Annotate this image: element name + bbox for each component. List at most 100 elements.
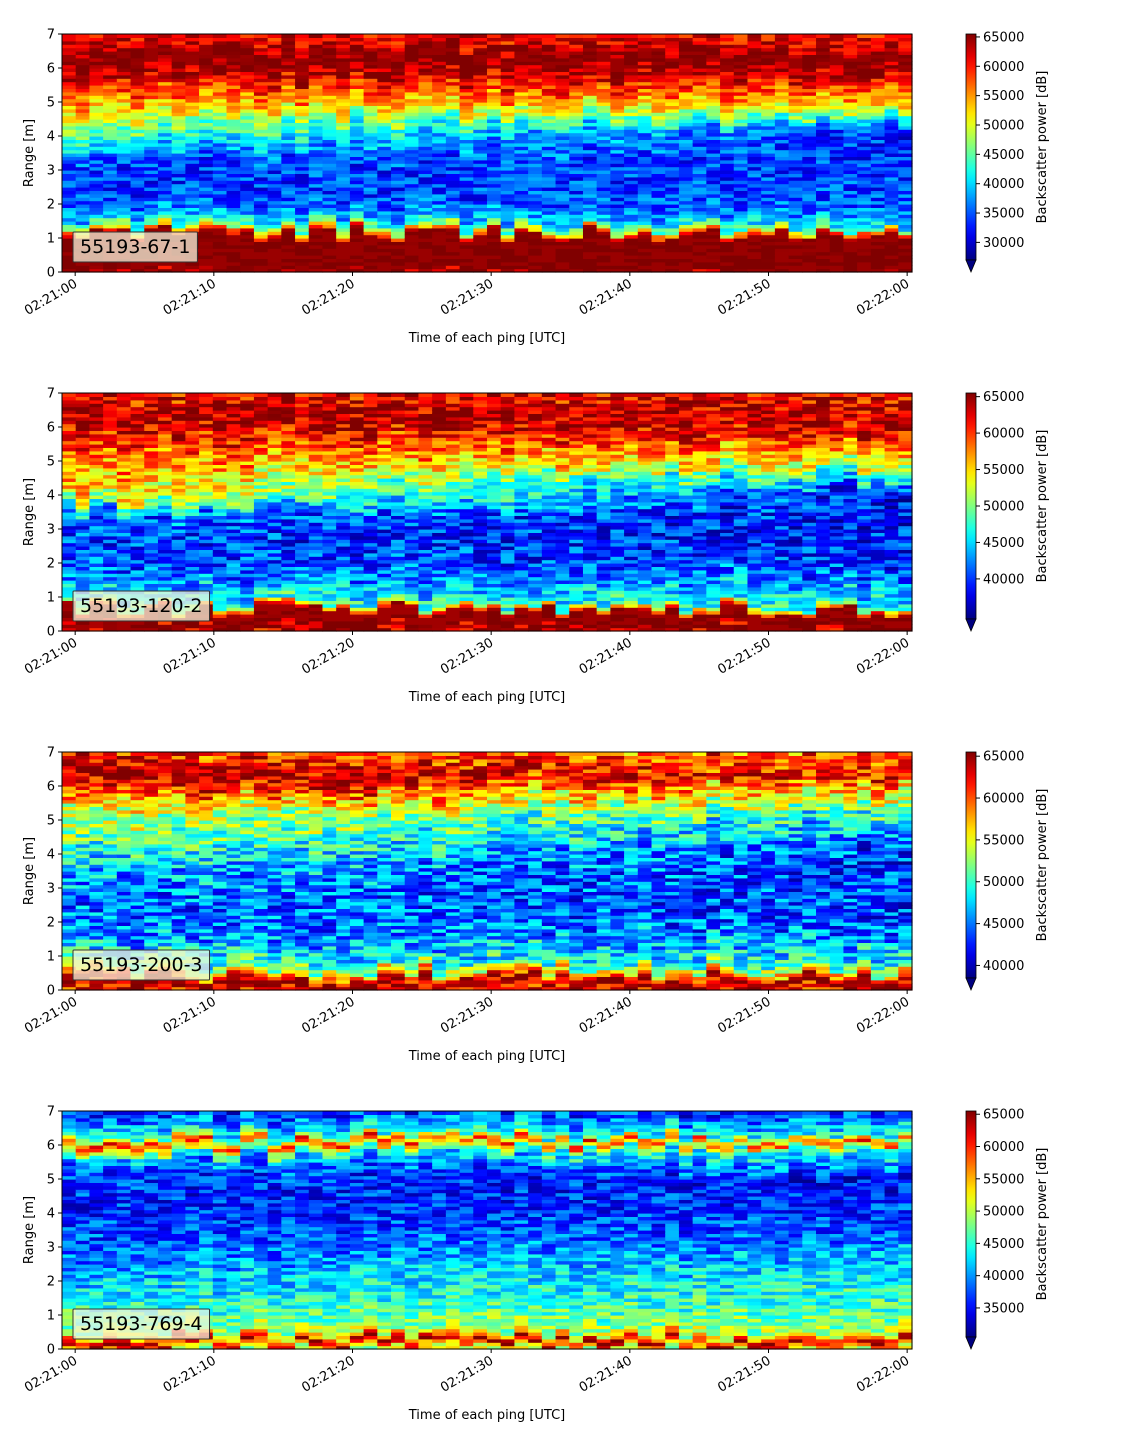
heatmap-cell: [788, 119, 803, 123]
heatmap-cell: [541, 159, 557, 164]
heatmap-cell: [130, 173, 145, 178]
heatmap-cell: [377, 227, 392, 232]
heatmap-cell: [541, 190, 557, 195]
heatmap-cell: [432, 125, 447, 130]
heatmap-cell: [363, 102, 378, 106]
heatmap-cell: [253, 227, 269, 232]
heatmap-cell: [336, 159, 351, 164]
heatmap-cell: [541, 37, 557, 42]
heatmap-cell: [582, 241, 598, 246]
heatmap-cell: [212, 244, 228, 249]
heatmap-cell: [802, 214, 817, 219]
heatmap-cell: [199, 204, 214, 208]
heatmap-cell: [199, 64, 214, 69]
heatmap-cell: [226, 224, 241, 229]
heatmap-cell: [816, 265, 831, 270]
heatmap-cell: [788, 207, 803, 212]
heatmap-cell: [281, 170, 296, 174]
heatmap-cell: [857, 61, 872, 66]
heatmap-cell: [226, 61, 241, 66]
heatmap-cell: [870, 204, 886, 208]
heatmap-cell: [459, 153, 474, 157]
heatmap-cell: [199, 34, 214, 38]
heatmap-cell: [802, 136, 817, 140]
heatmap-cell: [747, 207, 762, 212]
heatmap-cell: [281, 193, 296, 198]
heatmap-cell: [199, 217, 214, 222]
heatmap-cell: [185, 105, 200, 110]
heatmap-cell: [678, 122, 694, 127]
heatmap-cell: [473, 119, 488, 123]
heatmap-cell: [253, 142, 269, 147]
heatmap-cell: [678, 268, 694, 273]
heatmap-cell: [514, 68, 529, 72]
heatmap-cell: [103, 268, 118, 273]
heatmap-cell: [678, 119, 694, 123]
heatmap-cell: [336, 119, 351, 123]
heatmap-cell: [89, 210, 104, 215]
heatmap-cell: [624, 258, 639, 263]
heatmap-cell: [363, 197, 378, 202]
heatmap-cell: [692, 217, 707, 222]
heatmap-cell: [130, 261, 145, 266]
heatmap-cell: [171, 125, 186, 130]
heatmap-cell: [637, 136, 653, 140]
heatmap-cell: [528, 125, 543, 130]
heatmap-cell: [349, 95, 365, 100]
heatmap-cell: [349, 71, 365, 76]
heatmap-cell: [829, 125, 845, 130]
heatmap-cell: [761, 98, 776, 103]
heatmap-cell: [116, 74, 132, 79]
heatmap-cell: [391, 95, 406, 100]
heatmap-cell: [651, 37, 666, 42]
heatmap-cell: [240, 115, 255, 120]
heatmap-cell: [802, 149, 817, 154]
heatmap-cell: [432, 71, 447, 76]
heatmap-cell: [761, 95, 776, 100]
heatmap-cell: [459, 231, 474, 236]
heatmap-cell: [281, 204, 296, 208]
heatmap-cell: [116, 132, 132, 137]
heatmap-cell: [281, 217, 296, 222]
heatmap-cell: [843, 122, 858, 127]
heatmap-cell: [89, 37, 104, 42]
heatmap-cell: [720, 105, 735, 110]
heatmap-cell: [651, 241, 666, 246]
heatmap-cell: [582, 234, 598, 239]
heatmap-cell: [788, 105, 803, 110]
heatmap-cell: [62, 471, 77, 476]
heatmap-cell: [89, 98, 104, 103]
heatmap-cell: [75, 180, 91, 185]
heatmap-cell: [267, 166, 282, 171]
heatmap-cell: [569, 142, 584, 147]
heatmap-cell: [281, 176, 296, 181]
heatmap-cell: [692, 173, 707, 178]
heatmap-cell: [788, 78, 803, 83]
heatmap-cell: [610, 221, 625, 225]
heatmap-cell: [240, 47, 255, 52]
heatmap-cell: [582, 251, 598, 256]
heatmap-cell: [144, 261, 159, 266]
heatmap-cell: [528, 197, 543, 202]
heatmap-cell: [295, 153, 310, 157]
heatmap-cell: [514, 78, 529, 83]
heatmap-cell: [528, 159, 543, 164]
heatmap-cell: [692, 37, 707, 42]
heatmap-cell: [651, 95, 666, 100]
heatmap-cell: [816, 170, 831, 174]
heatmap-cell: [103, 102, 118, 106]
heatmap-cell: [116, 54, 132, 59]
heatmap-cell: [418, 37, 433, 42]
heatmap-cell: [596, 238, 611, 242]
heatmap-cell: [103, 34, 118, 38]
heatmap-cell: [528, 64, 543, 69]
heatmap-cell: [336, 47, 351, 52]
heatmap-cell: [116, 176, 132, 181]
heatmap-cell: [144, 505, 159, 510]
heatmap-cell: [89, 129, 104, 134]
heatmap-cell: [253, 234, 269, 239]
heatmap-cell: [267, 193, 282, 198]
heatmap-cell: [898, 234, 913, 239]
heatmap-cell: [500, 183, 516, 188]
heatmap-cell: [103, 51, 118, 55]
